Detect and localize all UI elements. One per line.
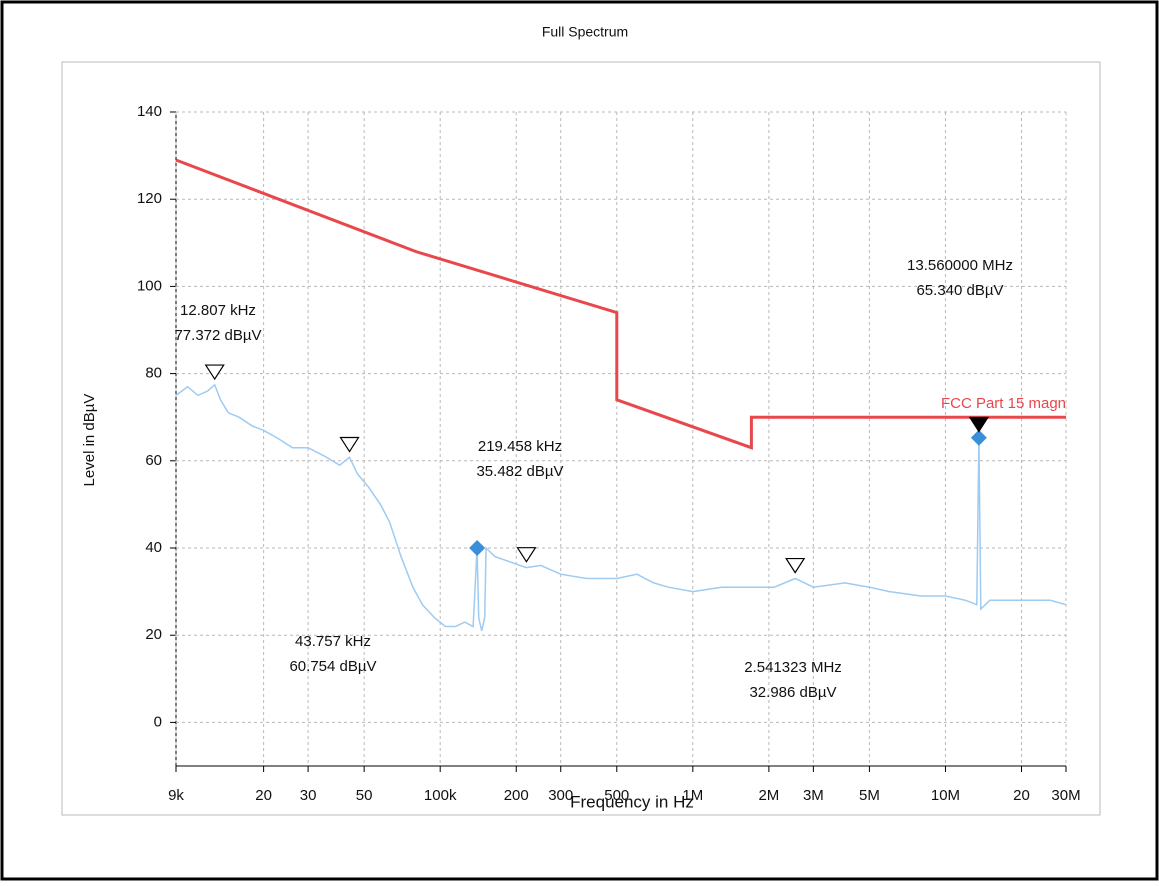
annotation-label: 65.340 dBµV bbox=[916, 282, 1003, 299]
annotation-label: 13.560000 MHz bbox=[907, 257, 1013, 274]
x-tick-label: 9k bbox=[168, 787, 184, 804]
y-axis-label: Level in dBµV bbox=[81, 394, 98, 487]
y-tick-label: 80 bbox=[145, 365, 162, 382]
y-tick-label: 120 bbox=[137, 190, 162, 207]
annotation-label: 219.458 kHz bbox=[478, 438, 562, 455]
annotation-label: 35.482 dBµV bbox=[476, 463, 563, 480]
x-tick-label: 10M bbox=[931, 787, 960, 804]
y-tick-label: 60 bbox=[145, 452, 162, 469]
y-tick-label: 0 bbox=[154, 713, 162, 730]
x-tick-label: 1M bbox=[682, 787, 703, 804]
annotation-label: 43.757 kHz bbox=[295, 633, 371, 650]
annotation-label: 32.986 dBµV bbox=[749, 684, 836, 701]
peak-marker bbox=[968, 416, 989, 433]
x-tick-label: 5M bbox=[859, 787, 880, 804]
chart-title: Full Spectrum bbox=[542, 24, 628, 40]
plot-panel bbox=[61, 61, 1101, 816]
x-tick-label: 30M bbox=[1051, 787, 1080, 804]
x-tick-label: 100k bbox=[424, 787, 457, 804]
annotation-label: 60.754 dBµV bbox=[289, 658, 376, 675]
x-tick-label: 50 bbox=[356, 787, 373, 804]
x-tick-label: 300 bbox=[548, 787, 573, 804]
final-point bbox=[970, 429, 987, 446]
x-tick-label: 200 bbox=[504, 787, 529, 804]
final-point bbox=[469, 540, 486, 556]
y-tick-label: 20 bbox=[145, 626, 162, 643]
y-tick-label: 140 bbox=[137, 103, 162, 120]
y-tick-label: 40 bbox=[145, 539, 162, 556]
legend-label: FCC Part 15 magn bbox=[941, 395, 1066, 412]
peak-marker bbox=[339, 436, 360, 453]
series-line bbox=[175, 158, 1066, 450]
series-line bbox=[175, 383, 1067, 631]
annotation-label: 77.372 dBµV bbox=[174, 327, 261, 344]
peak-marker bbox=[204, 364, 225, 381]
x-tick-label: 20 bbox=[255, 787, 272, 804]
x-tick-label: 20 bbox=[1013, 787, 1030, 804]
peak-marker bbox=[785, 557, 806, 574]
annotation-label: 2.541323 MHz bbox=[744, 659, 842, 676]
x-tick-label: 30 bbox=[300, 787, 317, 804]
x-tick-label: 3M bbox=[803, 787, 824, 804]
x-tick-label: 500 bbox=[604, 787, 629, 804]
x-tick-label: 2M bbox=[758, 787, 779, 804]
x-axis-label: Frequency in Hz bbox=[570, 792, 694, 811]
y-tick-label: 100 bbox=[137, 277, 162, 294]
peak-marker bbox=[516, 547, 537, 563]
annotation-label: 12.807 kHz bbox=[180, 302, 256, 319]
